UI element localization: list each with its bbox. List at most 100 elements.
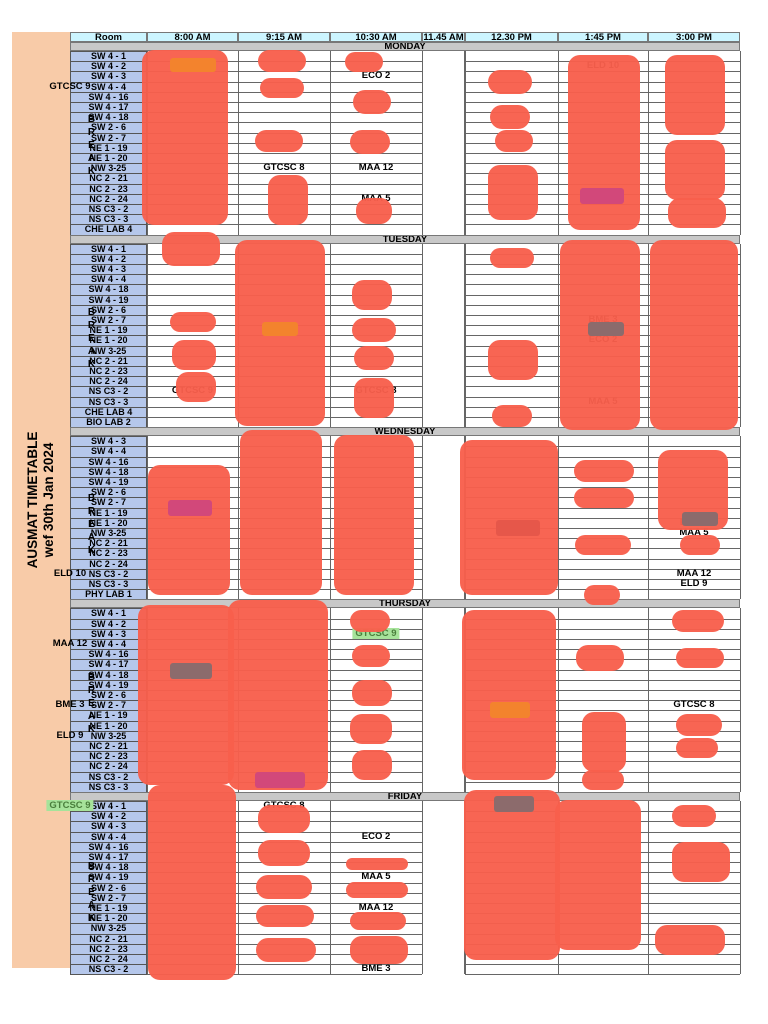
highlighted-entry: GTCSC 9 — [352, 627, 400, 639]
redaction-blot — [576, 645, 624, 671]
class-entry: BME 3 — [55, 699, 85, 711]
grid-line — [330, 933, 422, 935]
grid-line — [330, 376, 422, 378]
day-band-tuesday: TUESDAY — [70, 234, 740, 244]
grid-line — [648, 51, 649, 235]
grid-line — [330, 903, 422, 904]
timetable-title-text: AUSMAT TIMETABLE — [25, 431, 40, 569]
grid-line — [330, 974, 422, 976]
grid-line — [330, 264, 422, 265]
grid-line — [648, 913, 740, 915]
header-time-4: 11.45 AM — [422, 32, 465, 42]
redaction-blot — [495, 130, 533, 152]
redaction-blot — [228, 600, 328, 790]
header-room: Room — [70, 32, 147, 42]
break-column — [422, 608, 465, 792]
grid-line — [648, 831, 740, 833]
redaction-blot — [353, 90, 391, 114]
redaction-blot — [350, 714, 392, 744]
grid-line — [238, 436, 239, 600]
redaction-blot — [346, 882, 408, 898]
class-entry: ELD 10 — [53, 567, 87, 579]
grid-line — [558, 710, 648, 712]
grid-line — [330, 173, 422, 175]
grid-line — [558, 517, 648, 519]
break-column — [422, 243, 465, 428]
redaction-blot — [258, 840, 310, 866]
grid-line — [558, 436, 559, 600]
grid-line — [558, 679, 648, 681]
grid-line — [147, 304, 238, 306]
day-band-friday: FRIDAY — [70, 792, 740, 801]
redaction-blot — [346, 858, 408, 870]
redaction-blot — [172, 340, 216, 370]
redaction-blot — [354, 346, 394, 370]
redaction-blot — [574, 460, 634, 482]
grid-line — [238, 112, 330, 114]
grid-line — [147, 436, 148, 600]
redaction-blot — [142, 50, 228, 225]
grid-line — [558, 507, 648, 509]
class-entry: BME 3 — [361, 963, 391, 975]
redaction-blot — [255, 130, 303, 152]
grid-line — [147, 274, 238, 276]
color-swatch — [494, 796, 534, 812]
grid-line — [465, 964, 558, 966]
grid-line — [465, 163, 558, 165]
redaction-blot — [345, 52, 383, 72]
grid-line — [558, 608, 559, 792]
grid-line — [330, 639, 422, 640]
grid-line — [648, 761, 740, 763]
redaction-blot — [582, 712, 626, 772]
grid-line — [330, 224, 422, 226]
redaction-blot — [665, 55, 725, 135]
grid-line — [558, 528, 648, 529]
grid-line — [147, 294, 238, 296]
grid-line — [147, 456, 238, 458]
grid-line — [238, 801, 239, 975]
header-time-1: 8:00 AM — [147, 32, 238, 42]
redaction-blot — [352, 680, 392, 706]
grid-line — [648, 892, 740, 894]
grid-line — [238, 964, 330, 966]
class-entry: MAA 12 — [676, 567, 712, 579]
grid-line — [238, 173, 330, 175]
grid-line — [648, 801, 649, 975]
redaction-blot — [352, 280, 392, 310]
redaction-blot — [665, 140, 725, 200]
header-time-7: 3:00 PM — [648, 32, 740, 42]
grid-line — [465, 974, 558, 976]
grid-line — [465, 325, 558, 327]
grid-line — [330, 51, 331, 235]
class-entry: MAA 12 — [52, 638, 88, 649]
grid-line — [648, 243, 649, 428]
redaction-blot — [268, 175, 308, 225]
room-cell: NS C3 - 2 — [70, 964, 147, 976]
grid-line — [330, 163, 422, 165]
grid-line — [147, 335, 238, 337]
redaction-blot — [655, 925, 725, 955]
grid-line — [465, 294, 558, 296]
color-swatch — [588, 322, 624, 336]
redaction-blot — [148, 465, 230, 595]
grid-line — [558, 639, 648, 640]
redaction-blot — [575, 535, 631, 555]
grid-line — [648, 923, 740, 925]
redaction-blot — [460, 440, 558, 595]
grid-line — [330, 669, 422, 671]
grid-line — [465, 153, 558, 154]
grid-line — [330, 821, 422, 823]
grid-line — [465, 386, 558, 388]
break-column — [422, 436, 465, 600]
grid-line — [330, 436, 331, 600]
grid-line — [147, 284, 238, 286]
grid-line — [558, 974, 648, 976]
redaction-blot — [488, 70, 532, 94]
redaction-blot — [260, 78, 304, 98]
header-time-3: 10:30 AM — [330, 32, 422, 42]
grid-line — [648, 690, 740, 691]
grid-line — [330, 253, 422, 255]
grid-line — [740, 608, 741, 792]
grid-line — [465, 284, 558, 286]
